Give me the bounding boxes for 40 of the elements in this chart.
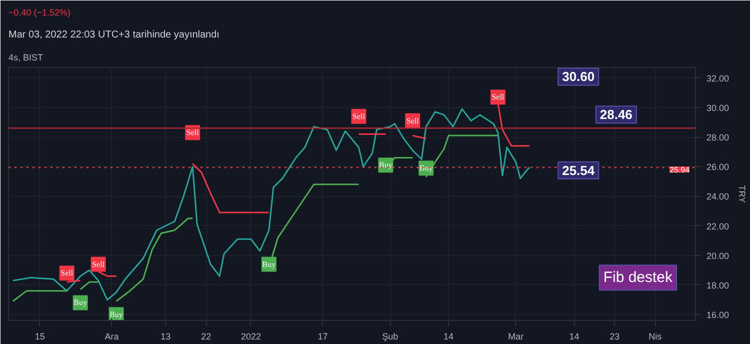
text: Buy — [74, 298, 88, 308]
ref-line-label: 25.94 — [670, 166, 690, 175]
annotation: Fib destek — [603, 269, 674, 286]
annotation: 30.60 — [562, 69, 595, 84]
series-label: Sell — [186, 128, 200, 138]
x-tick-label: 22 — [201, 332, 212, 342]
x-tick-label: 14 — [444, 332, 454, 342]
x-tick-label: 23 — [610, 332, 620, 342]
x-tick-label: 14 — [569, 332, 580, 342]
text: Sell — [92, 260, 105, 269]
chart-title: Mar 03, 2022 22:03 UTC+3 tarihinde yayınlandı — [8, 30, 220, 40]
y-tick-label: 32.00 — [706, 73, 730, 84]
text: Buy — [110, 310, 123, 320]
text: Sell — [492, 92, 504, 102]
y-tick-label: 28.00 — [706, 132, 730, 143]
y-tick-label: 26.00 — [706, 162, 730, 172]
text: Sell — [60, 268, 74, 278]
text: −0.40 (−1.52%) — [8, 8, 71, 18]
x-tick-label: Nis — [648, 332, 662, 342]
y-tick-label: 18.00 — [706, 280, 730, 290]
series-label: Buy — [262, 260, 276, 269]
y-tick-label: 22.00 — [706, 221, 730, 232]
x-tick-label: 15 — [34, 332, 45, 342]
y-tick-label: 24.00 — [706, 192, 730, 202]
y-tick-label: 20.00 — [706, 250, 730, 261]
line-series — [12, 108, 530, 301]
x-tick-label: 17 — [318, 332, 328, 342]
text: Sell — [352, 112, 365, 121]
annotation: 28.46 — [600, 107, 632, 122]
chart-subtitle: 4s, BIST — [8, 52, 44, 62]
y-tick-label: 30.00 — [706, 102, 730, 113]
y-tick-label: 16.00 — [706, 310, 730, 320]
x-tick-label: Şub — [382, 332, 398, 342]
y-axis-title: TRY — [737, 185, 748, 203]
annotation: 25.54 — [562, 162, 596, 178]
x-tick-label: Mar — [508, 332, 524, 342]
x-tick-label: 13 — [160, 332, 171, 342]
x-tick-label: Ara — [104, 332, 119, 342]
text: Sell — [406, 116, 419, 126]
x-tick-label: 2022 — [240, 332, 261, 342]
